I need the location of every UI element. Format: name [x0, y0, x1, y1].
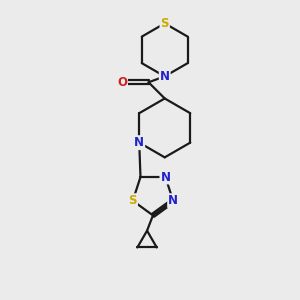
Text: S: S: [160, 17, 169, 30]
Text: O: O: [117, 76, 127, 89]
Text: N: N: [134, 136, 144, 149]
Text: N: N: [160, 170, 170, 184]
Text: S: S: [128, 194, 137, 207]
Text: N: N: [160, 70, 170, 83]
Text: N: N: [168, 194, 178, 207]
